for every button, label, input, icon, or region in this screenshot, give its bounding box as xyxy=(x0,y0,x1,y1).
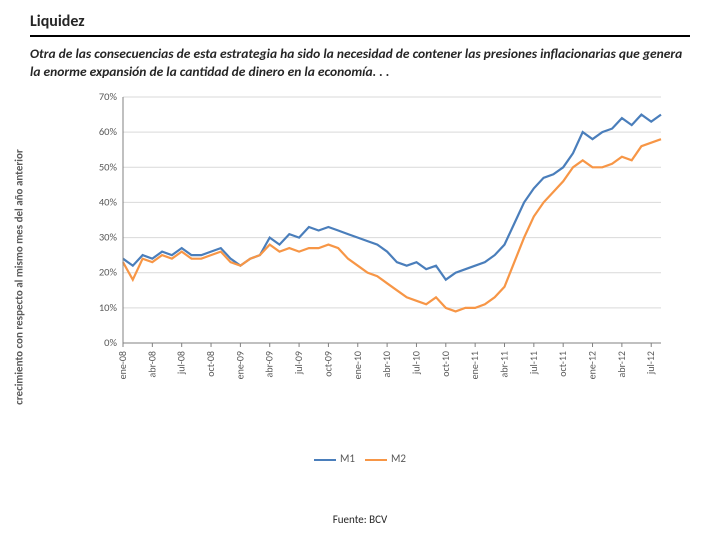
legend-label-m2: M2 xyxy=(391,452,406,465)
svg-text:abr-09: abr-09 xyxy=(263,351,276,377)
svg-text:60%: 60% xyxy=(99,126,118,139)
page-title: Liquidez xyxy=(30,12,690,35)
svg-text:abr-12: abr-12 xyxy=(615,351,628,377)
chart-source: Fuente: BCV xyxy=(0,513,720,526)
svg-text:0%: 0% xyxy=(104,336,117,349)
chart-legend: M1 M2 xyxy=(25,452,685,465)
y-axis-title: crecimiento con respecto al mismo mes de… xyxy=(13,150,26,406)
svg-text:ene-11: ene-11 xyxy=(468,351,481,379)
svg-text:50%: 50% xyxy=(99,161,118,174)
svg-text:oct-08: oct-08 xyxy=(204,351,217,377)
legend-label-m1: M1 xyxy=(340,452,355,465)
svg-text:10%: 10% xyxy=(99,301,118,314)
svg-text:20%: 20% xyxy=(99,266,118,279)
svg-text:abr-11: abr-11 xyxy=(497,351,510,377)
axes xyxy=(123,97,661,347)
svg-text:abr-10: abr-10 xyxy=(380,351,393,377)
gridlines xyxy=(123,97,661,343)
x-ticks: ene-08 abr-08 jul-08 oct-08 ene-09 abr-09 jul-… xyxy=(116,351,657,379)
svg-text:jul-09: jul-09 xyxy=(292,351,305,375)
svg-text:ene-12: ene-12 xyxy=(586,351,599,379)
svg-text:jul-10: jul-10 xyxy=(409,351,422,375)
svg-text:ene-09: ene-09 xyxy=(233,351,246,379)
legend-swatch-m1 xyxy=(314,459,336,461)
title-divider xyxy=(30,35,690,37)
svg-text:40%: 40% xyxy=(99,196,118,209)
y-ticks: 0% 10% 20% 30% 40% 50% 60% 70% xyxy=(99,93,118,349)
svg-text:jul-11: jul-11 xyxy=(527,351,540,375)
slide: Liquidez Otra de las consecuencias de es… xyxy=(0,0,720,540)
liquidity-chart: crecimiento con respecto al mismo mes de… xyxy=(25,87,685,467)
chart-plot: 0% 10% 20% 30% 40% 50% 60% 70% ene-08 abr-08 jul-… xyxy=(87,93,667,393)
svg-text:oct-10: oct-10 xyxy=(439,351,452,377)
svg-text:ene-08: ene-08 xyxy=(116,351,129,379)
chart-series xyxy=(123,115,661,312)
svg-text:jul-08: jul-08 xyxy=(175,351,188,375)
svg-text:oct-09: oct-09 xyxy=(321,351,334,377)
svg-text:jul-12: jul-12 xyxy=(644,351,657,375)
slide-subtitle: Otra de las consecuencias de esta estrat… xyxy=(30,45,690,81)
svg-text:30%: 30% xyxy=(99,231,118,244)
svg-text:70%: 70% xyxy=(99,93,118,103)
svg-text:ene-10: ene-10 xyxy=(351,351,364,379)
svg-text:oct-11: oct-11 xyxy=(556,351,569,377)
svg-text:abr-08: abr-08 xyxy=(145,351,158,377)
legend-swatch-m2 xyxy=(365,459,387,461)
